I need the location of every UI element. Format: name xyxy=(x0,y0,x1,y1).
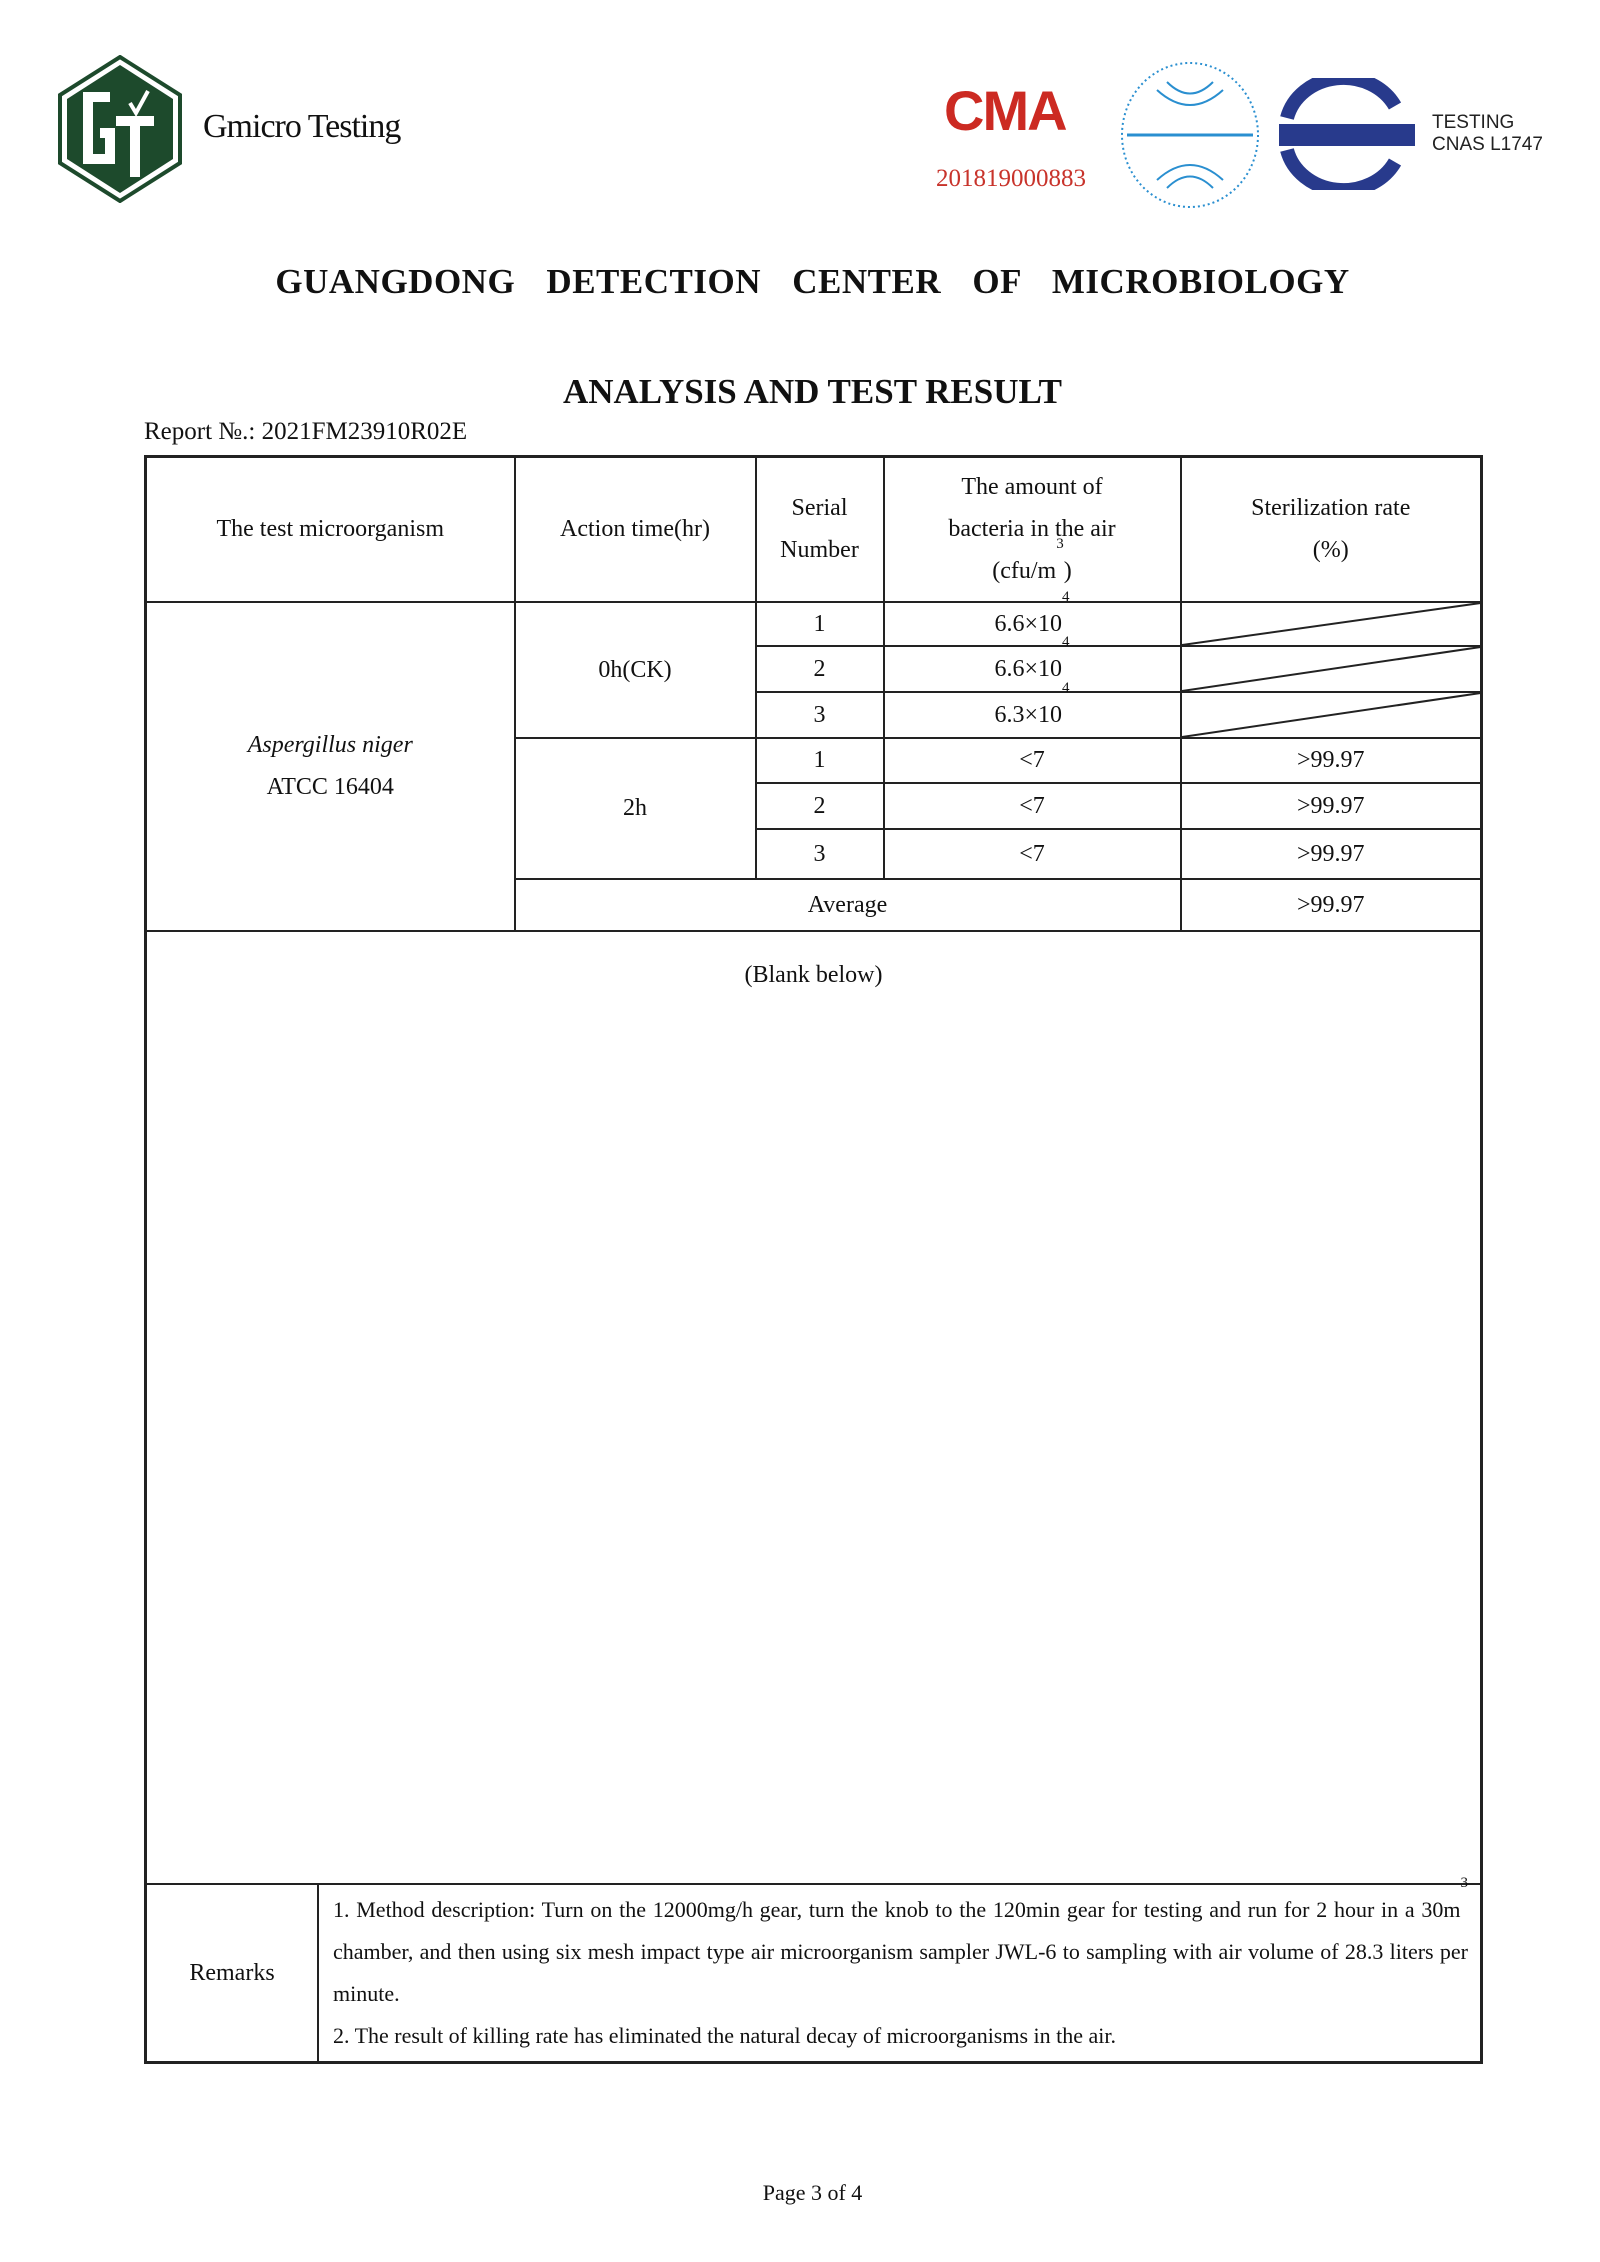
header-rate: Sterilization rate (%) xyxy=(1179,455,1483,603)
diagonal-slash xyxy=(1182,693,1481,737)
microorganism-name: Aspergillus niger xyxy=(247,732,413,758)
average-row: Average >99.97 xyxy=(146,877,1483,932)
amount-cell: <7 xyxy=(882,736,1182,784)
header-amount-l3: (cfu/m3) xyxy=(992,536,1072,585)
average-label: Average xyxy=(513,877,1182,932)
remark-2: 2. The result of killing rate has elimin… xyxy=(333,2022,1117,2048)
diagonal-slash xyxy=(1182,647,1481,691)
rate-cell: >99.97 xyxy=(1179,736,1483,784)
microorganism-cell: Aspergillus niger ATCC 16404 xyxy=(144,600,516,932)
header-rate-l1: Sterilization rate xyxy=(1251,495,1411,522)
remarks-text: 1. Method description: Turn on the 12000… xyxy=(319,1874,1480,2061)
action-time-cell: 0h(CK) xyxy=(513,600,757,739)
cnas-label: TESTING CNAS L1747 xyxy=(1432,112,1543,156)
blank-row: (Blank below) xyxy=(144,929,1483,1885)
remark-1: 1. Method description: Turn on the 12000… xyxy=(333,1874,1468,2006)
cma-number: 201819000883 xyxy=(936,165,1086,192)
diagonal-slash xyxy=(1182,603,1481,645)
header-action-time: Action time(hr) xyxy=(513,455,757,603)
serial-cell: 3 xyxy=(754,690,885,739)
rate-cell-empty xyxy=(1179,690,1483,739)
page-number: Page 3 of 4 xyxy=(762,2180,863,2205)
table-row: 2 6.6×104 xyxy=(146,634,1483,693)
table-row: 2 <7 >99.97 xyxy=(146,781,1483,830)
amount-cell: 6.3×104 xyxy=(882,680,1182,739)
amount-cell: <7 xyxy=(882,827,1182,880)
microorganism-strain: ATCC 16404 xyxy=(266,774,394,800)
serial-cell: 1 xyxy=(754,736,885,784)
cnas-testing: TESTING xyxy=(1432,112,1515,133)
rate-cell-empty xyxy=(1179,600,1483,647)
table-row: 3 <7 >99.97 xyxy=(146,827,1483,880)
header-serial-l1: Serial xyxy=(791,495,848,522)
table-row: 2h 1 <7 >99.97 xyxy=(146,736,1483,880)
remarks-row: Remarks 1. Method description: Turn on t… xyxy=(144,1874,1483,2063)
gmicro-logo-icon xyxy=(58,55,182,203)
remarks-cell: Remarks 1. Method description: Turn on t… xyxy=(144,1874,1483,2063)
organization-name: GUANGDONG DETECTION CENTER OF MICROBIOLO… xyxy=(275,262,1350,301)
amount-cell: 6.6×104 xyxy=(882,634,1182,693)
serial-cell: 1 xyxy=(754,600,885,647)
ilac-mra-logo-icon xyxy=(1121,62,1259,208)
cnas-code: CNAS L1747 xyxy=(1432,134,1543,155)
blank-note: (Blank below) xyxy=(144,929,1483,1885)
header-amount-l1: The amount of xyxy=(961,474,1103,501)
amount-cell: <7 xyxy=(882,781,1182,830)
serial-cell: 2 xyxy=(754,781,885,830)
rate-cell-empty xyxy=(1179,644,1483,693)
header-rate-l2: (%) xyxy=(1312,537,1349,564)
table-header-row: The test microorganism Action time(hr) S… xyxy=(144,455,1483,603)
remarks-wrap: Remarks 1. Method description: Turn on t… xyxy=(147,1874,1480,2061)
action-time-cell: 2h xyxy=(513,736,757,880)
table-row: Aspergillus niger ATCC 16404 0h(CK) 1 6.6… xyxy=(144,589,1483,932)
header-amount-l2: bacteria in the air xyxy=(948,516,1116,543)
cnas-logo-icon xyxy=(1279,78,1415,190)
rate-cell: >99.97 xyxy=(1179,781,1483,830)
serial-cell: 2 xyxy=(754,644,885,693)
average-rate: >99.97 xyxy=(1179,877,1483,932)
header-serial: Serial Number xyxy=(754,455,885,603)
amount-cell: 6.6×104 xyxy=(882,589,1182,647)
company-name: Gmicro Testing xyxy=(203,108,401,145)
rate-cell: >99.97 xyxy=(1179,827,1483,880)
serial-cell: 3 xyxy=(754,827,885,880)
header-amount: The amount of bacteria in the air (cfu/m3) xyxy=(882,455,1182,603)
header-serial-l2: Number xyxy=(780,537,859,564)
table-row: 3 6.3×104 xyxy=(146,680,1483,739)
results-table: The test microorganism Action time(hr) S… xyxy=(144,455,1483,2064)
cma-logo: CMA xyxy=(944,79,1068,142)
remarks-label: Remarks xyxy=(147,1884,319,2061)
report-number: Report №.: 2021FM23910R02E xyxy=(144,418,468,445)
document-title: ANALYSIS AND TEST RESULT xyxy=(562,372,1062,411)
header-microorganism: The test microorganism xyxy=(144,455,516,603)
